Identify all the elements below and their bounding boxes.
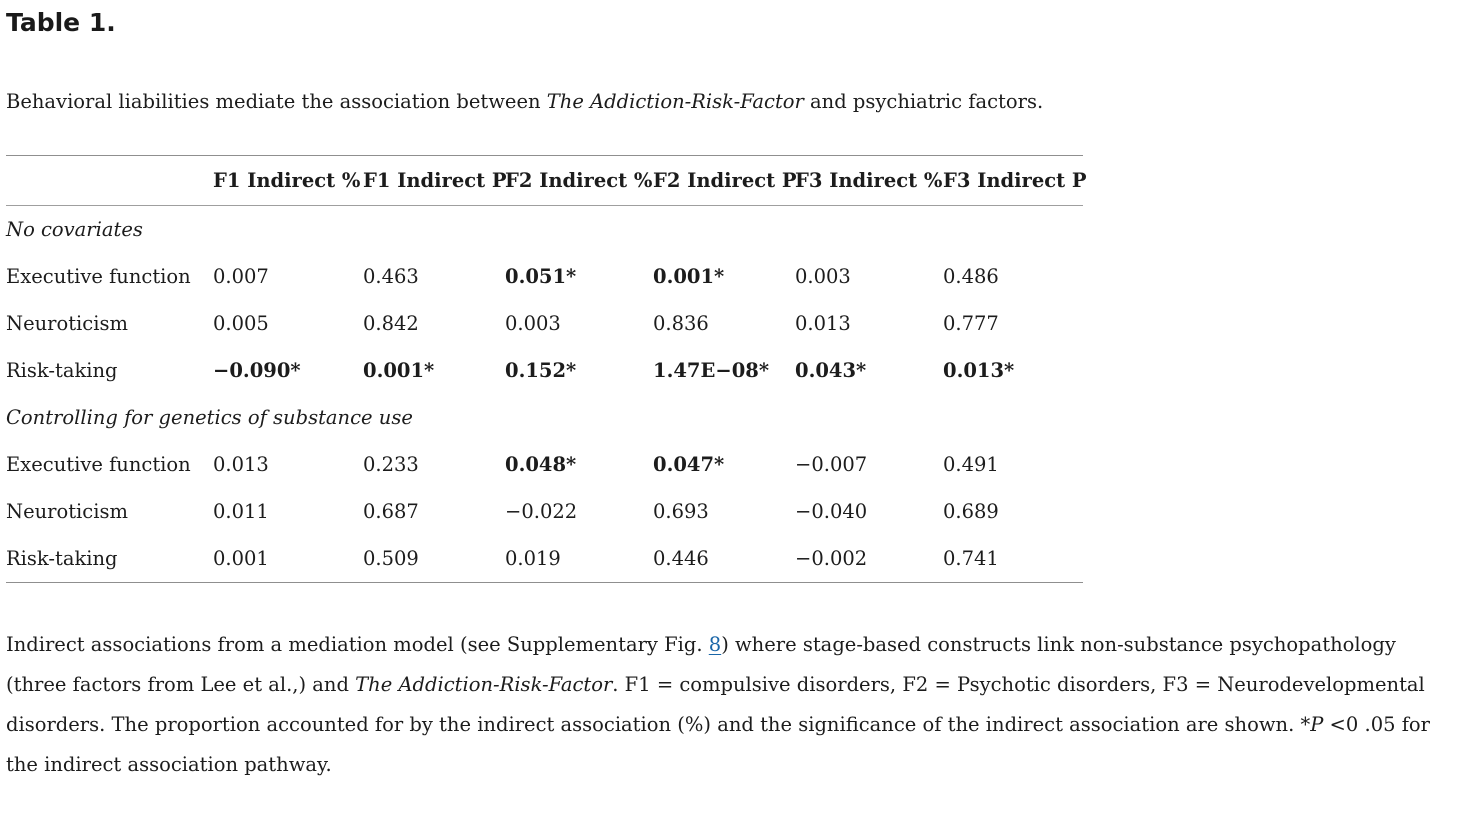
cell-value: 0.741 (943, 547, 999, 571)
section-label: Controlling for genetics of substance us… (6, 406, 413, 430)
cell-value: 0.491 (943, 453, 999, 477)
footnote-italic-p: P (1310, 713, 1324, 737)
column-header-f1-pct: F1 Indirect % (213, 155, 363, 207)
table-footnote: Indirect associations from a mediation m… (6, 625, 1458, 785)
row-label: Risk-taking (6, 359, 118, 383)
table-caption: Behavioral liabilities mediate the assoc… (6, 88, 1458, 116)
row-label: Neuroticism (6, 312, 128, 336)
cell-value: 0.001* (653, 265, 725, 289)
header-row: F1 Indirect % F1 Indirect P F2 Indirect … (6, 155, 1087, 207)
cell-value: 0.047* (653, 453, 725, 477)
section-row: No covariates (6, 206, 1083, 254)
section-label: No covariates (6, 218, 143, 242)
cell-value: 0.689 (943, 500, 999, 524)
cell-value: 0.003 (795, 265, 851, 289)
footnote-text: Indirect associations from a mediation m… (6, 633, 709, 657)
column-header-f2-pct: F2 Indirect % (505, 155, 653, 207)
cell-value: −0.040 (795, 500, 868, 524)
footnote-text: ) where stage-based constructs link non-… (6, 633, 1396, 697)
column-header-f1-p: F1 Indirect P (363, 155, 507, 207)
cell-value: 0.509 (363, 547, 419, 571)
cell-value: 0.013 (795, 312, 851, 336)
cell-value: −0.022 (505, 500, 578, 524)
cell-value: −0.007 (795, 453, 868, 477)
cell-value: 0.687 (363, 500, 419, 524)
cell-value: 0.007 (213, 265, 269, 289)
column-header-f3-pct: F3 Indirect % (795, 155, 943, 207)
cell-value: 0.011 (213, 500, 269, 524)
results-table: F1 Indirect % F1 Indirect P F2 Indirect … (6, 155, 1087, 584)
caption-text-before: Behavioral liabilities mediate the assoc… (6, 90, 547, 113)
table-title: Table 1. (6, 8, 116, 37)
table-row: Neuroticism 0.011 0.687 −0.022 0.693 −0.… (6, 488, 1083, 535)
table-row: Executive function 0.007 0.463 0.051* 0.… (6, 253, 1083, 300)
caption-italic-term: The Addiction-Risk-Factor (546, 90, 804, 113)
row-label: Neuroticism (6, 500, 128, 524)
cell-value: −0.090* (213, 359, 301, 383)
row-label: Executive function (6, 265, 191, 289)
cell-value: 0.777 (943, 312, 999, 336)
row-label: Executive function (6, 453, 191, 477)
column-header-empty (6, 155, 213, 207)
cell-value: 0.486 (943, 265, 999, 289)
cell-value: 0.463 (363, 265, 419, 289)
footnote-italic-term: The Addiction-Risk-Factor (355, 673, 613, 697)
table-row: Neuroticism 0.005 0.842 0.003 0.836 0.01… (6, 300, 1083, 347)
cell-value: 0.048* (505, 453, 577, 477)
caption-text-after: and psychiatric factors. (803, 90, 1044, 113)
section-row: Controlling for genetics of substance us… (6, 394, 1083, 441)
cell-value: 0.051* (505, 265, 577, 289)
cell-value: 1.47E−08* (653, 359, 770, 383)
supplementary-fig-link[interactable]: 8 (708, 633, 722, 657)
cell-value: 0.013 (213, 453, 269, 477)
table-row: Risk-taking −0.090* 0.001* 0.152* 1.47E−… (6, 347, 1083, 394)
cell-value: 0.233 (363, 453, 419, 477)
table-row: Risk-taking 0.001 0.509 0.019 0.446 −0.0… (6, 535, 1083, 583)
cell-value: 0.842 (363, 312, 419, 336)
cell-value: 0.836 (653, 312, 709, 336)
cell-value: 0.693 (653, 500, 709, 524)
cell-value: 0.152* (505, 359, 577, 383)
column-header-f3-p: F3 Indirect P (943, 155, 1087, 207)
row-label: Risk-taking (6, 547, 118, 571)
cell-value: 0.001 (213, 547, 269, 571)
cell-value: 0.043* (795, 359, 867, 383)
footnote-text: <0 .05 for the indirect association path… (6, 713, 1430, 777)
cell-value: −0.002 (795, 547, 868, 571)
table-row: Executive function 0.013 0.233 0.048* 0.… (6, 441, 1083, 488)
cell-value: 0.001* (363, 359, 435, 383)
cell-value: 0.446 (653, 547, 709, 571)
cell-value: 0.003 (505, 312, 561, 336)
cell-value: 0.013* (943, 359, 1015, 383)
cell-value: 0.005 (213, 312, 269, 336)
footnote-text: . F1 = compulsive disorders, F2 = Psycho… (6, 673, 1425, 737)
cell-value: 0.019 (505, 547, 561, 571)
column-header-f2-p: F2 Indirect P (653, 155, 797, 207)
page: Table 1. Behavioral liabilities mediate … (6, 8, 1458, 785)
